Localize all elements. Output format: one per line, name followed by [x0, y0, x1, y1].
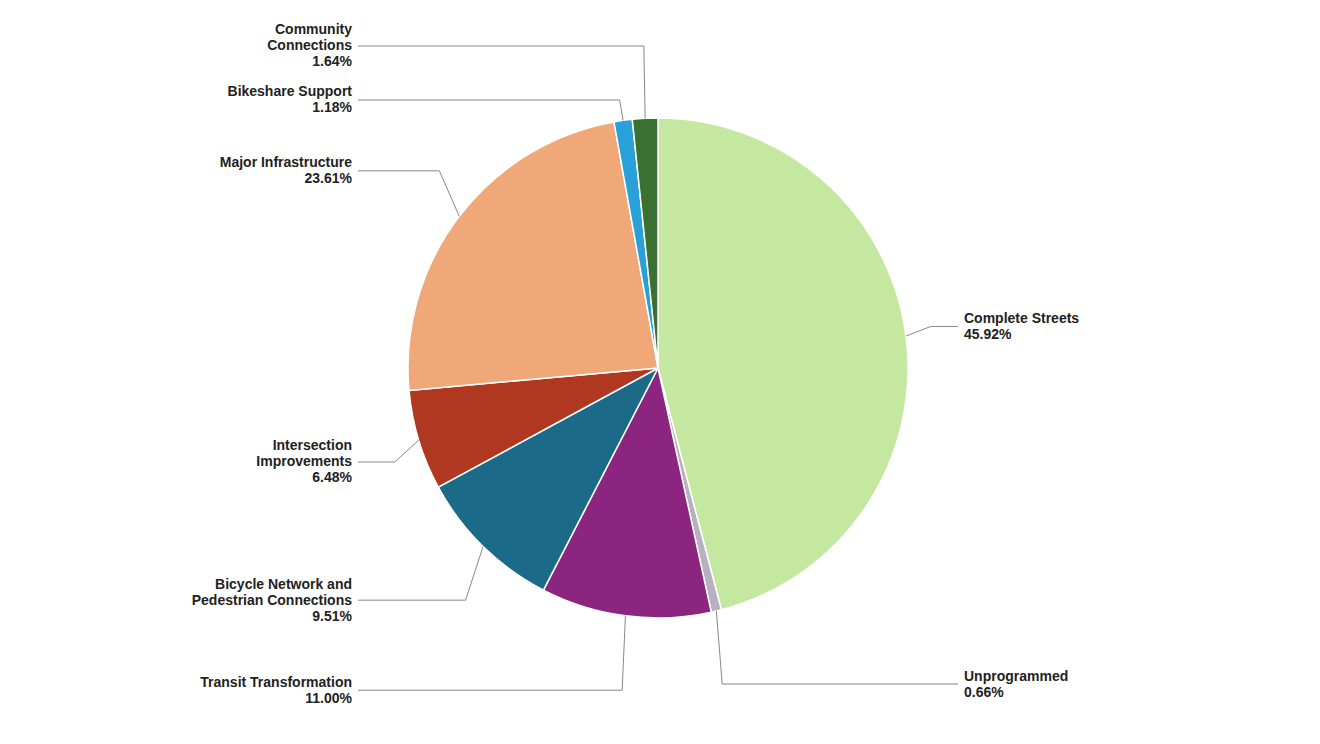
svg-text:Transit Transformation11.00%: Transit Transformation11.00%	[200, 674, 352, 706]
svg-text:Bicycle Network andPedestrian: Bicycle Network andPedestrian Connection…	[192, 576, 353, 624]
svg-text:Complete Streets45.92%: Complete Streets45.92%	[964, 310, 1079, 342]
svg-text:CommunityConnections1.64%: CommunityConnections1.64%	[267, 21, 352, 69]
svg-text:IntersectionImprovements6.48%: IntersectionImprovements6.48%	[256, 437, 352, 485]
svg-text:Unprogrammed0.66%: Unprogrammed0.66%	[964, 668, 1068, 700]
svg-text:Bikeshare Support1.18%: Bikeshare Support1.18%	[228, 83, 353, 115]
svg-text:Major Infrastructure23.61%: Major Infrastructure23.61%	[220, 154, 353, 186]
